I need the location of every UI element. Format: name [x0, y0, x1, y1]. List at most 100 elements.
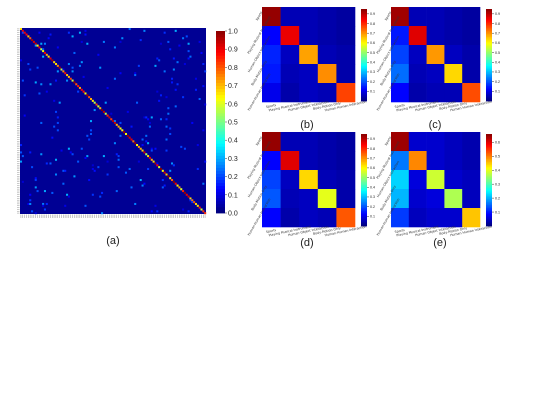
heatmap-cell: [262, 208, 281, 228]
heatmap-cell: [178, 44, 181, 47]
colorbar-segment: [216, 115, 225, 120]
heatmap-cell: [91, 99, 94, 102]
heatmap-cell: [51, 59, 54, 62]
heatmap-cell: [408, 26, 427, 46]
colorbar-segment: [486, 167, 492, 170]
colorbar-segment: [486, 204, 492, 207]
column-label: Sports: [266, 228, 277, 234]
heatmap-cell: [408, 83, 427, 103]
heatmap-cell: [53, 125, 56, 128]
heatmap-cell: [143, 116, 146, 119]
heatmap-cell: [182, 208, 185, 211]
colorbar-segment: [486, 183, 492, 185]
heatmap-cell: [139, 179, 142, 182]
heatmap-cell: [191, 121, 194, 124]
column-label: Body-Motion Only: [439, 101, 468, 111]
heatmap-cell: [171, 77, 174, 80]
colorbar-segment: [361, 153, 367, 156]
colorbar-segment: [486, 64, 492, 67]
heatmap-cell: [262, 189, 281, 209]
colorbar-segment: [486, 187, 492, 190]
heatmap-cell: [462, 189, 481, 209]
heatmap-cell: [391, 83, 410, 103]
heatmap-cell: [132, 140, 135, 143]
colorbar-segment: [361, 222, 367, 225]
heatmap-cell: [169, 169, 172, 172]
heatmap-cell: [64, 204, 67, 207]
heatmap-cell: [156, 90, 159, 93]
heatmap-cell: [299, 151, 319, 171]
heatmap-cell: [171, 179, 174, 182]
heatmap-cell: [56, 46, 59, 49]
heatmap-cell: [159, 167, 162, 170]
heatmap-cell: [196, 144, 199, 147]
heatmap-cell: [183, 147, 186, 150]
heatmap-cell: [99, 107, 102, 110]
colorbar-segment: [486, 149, 492, 152]
colorbar-segment: [216, 176, 225, 181]
heatmap-cell: [119, 121, 122, 124]
colorbar-segment: [361, 99, 367, 102]
colorbar-segment: [216, 140, 225, 144]
heatmap-cell: [150, 149, 153, 152]
heatmap-cell: [67, 31, 70, 34]
colorbar-segment: [486, 212, 492, 215]
colorbar-segment: [486, 42, 492, 45]
heatmap-cell: [163, 70, 166, 73]
colorbar-tick-label: 0.3: [370, 70, 375, 74]
heatmap-cell: [47, 55, 50, 58]
heatmap-cell: [317, 208, 337, 228]
colorbar-tick-label: 0.9: [228, 47, 238, 54]
heatmap-cell: [80, 88, 83, 91]
heatmap-cell: [54, 79, 58, 82]
heatmap-cell: [64, 169, 67, 172]
heatmap-cell: [29, 199, 32, 202]
heatmap-cell: [73, 175, 76, 178]
heatmap-cell: [147, 155, 150, 158]
heatmap-cell: [143, 182, 146, 185]
heatmap-cell: [280, 151, 300, 171]
colorbar-segment: [486, 79, 492, 82]
colorbar-segment: [486, 81, 492, 83]
heatmap-cell: [158, 99, 161, 102]
colorbar-segment: [486, 70, 492, 73]
colorbar-segment: [361, 187, 367, 190]
colorbar-segment: [486, 94, 492, 97]
heatmap-cell: [187, 50, 190, 53]
heatmap-cell: [38, 31, 41, 34]
heatmap-cell: [462, 64, 481, 84]
colorbar-segment: [216, 73, 225, 77]
colorbar-tick-label: 0.4: [495, 61, 500, 65]
colorbar-tick-label: 0.5: [228, 119, 238, 126]
colorbar-segment: [486, 210, 492, 213]
colorbar-segment: [486, 48, 492, 51]
colorbar-segment: [216, 158, 225, 162]
heatmap-cell: [194, 77, 197, 80]
heatmap-cell: [159, 118, 162, 121]
heatmap-cell: [69, 77, 72, 80]
heatmap-cell: [93, 109, 96, 112]
heatmap-cell: [159, 42, 162, 45]
heatmap-cell: [124, 171, 128, 174]
heatmap-cell: [156, 57, 159, 60]
heatmap-cell: [156, 162, 159, 165]
heatmap-cell: [408, 189, 427, 209]
heatmap-cell: [156, 210, 159, 213]
heatmap-cell: [75, 83, 78, 86]
heatmap-cell: [189, 197, 192, 200]
colorbar-tick-label: 0.4: [228, 138, 238, 145]
heatmap-cell: [51, 191, 54, 194]
colorbar-segment: [361, 51, 367, 54]
heatmap-cell: [145, 140, 148, 143]
colorbar-segment: [216, 209, 225, 214]
heatmap-cell: [141, 144, 144, 147]
colorbar-tick-label: 0.3: [495, 182, 500, 186]
colorbar-segment: [216, 200, 225, 205]
heatmap-cell: [71, 66, 74, 69]
heatmap-cell: [93, 101, 96, 104]
heatmap-cell: [391, 64, 410, 84]
heatmap-panel-a: (a): [17, 28, 207, 247]
colorbar-segment: [361, 149, 367, 152]
heatmap-cell: [121, 129, 124, 132]
